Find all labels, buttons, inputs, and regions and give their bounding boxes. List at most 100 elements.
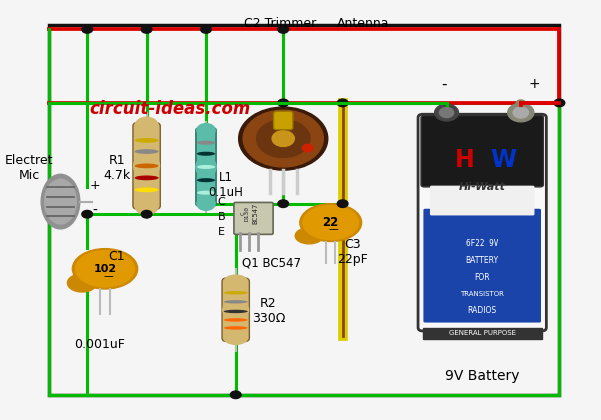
Text: Antenna: Antenna	[337, 17, 389, 29]
Circle shape	[278, 200, 288, 207]
Text: Hi-Watt: Hi-Watt	[459, 182, 505, 192]
Bar	[423, 328, 542, 339]
Text: C1: C1	[109, 250, 125, 262]
Ellipse shape	[197, 178, 215, 182]
FancyBboxPatch shape	[430, 186, 534, 215]
Circle shape	[141, 210, 152, 218]
Ellipse shape	[224, 332, 247, 344]
Text: 9V Battery: 9V Battery	[445, 369, 519, 383]
Ellipse shape	[224, 291, 248, 294]
Circle shape	[278, 99, 288, 107]
Ellipse shape	[135, 197, 158, 215]
Text: L1
0.1uH: L1 0.1uH	[208, 171, 243, 199]
Ellipse shape	[224, 326, 248, 330]
Circle shape	[272, 131, 294, 147]
Circle shape	[516, 100, 525, 107]
FancyBboxPatch shape	[136, 133, 157, 199]
Ellipse shape	[224, 300, 248, 304]
Text: FOR: FOR	[474, 273, 490, 282]
Ellipse shape	[76, 251, 135, 287]
Text: +: +	[90, 179, 100, 192]
Circle shape	[141, 26, 152, 33]
Text: —: —	[103, 271, 113, 281]
Circle shape	[243, 110, 323, 167]
Text: Q1 BC547: Q1 BC547	[242, 256, 301, 269]
Ellipse shape	[197, 152, 215, 156]
Text: +: +	[529, 77, 540, 91]
Circle shape	[230, 391, 241, 399]
Ellipse shape	[135, 117, 158, 135]
FancyBboxPatch shape	[199, 136, 213, 198]
Circle shape	[513, 107, 528, 118]
Text: C: C	[217, 197, 225, 207]
Circle shape	[554, 99, 565, 107]
Circle shape	[82, 210, 93, 218]
Ellipse shape	[196, 157, 216, 177]
Ellipse shape	[197, 141, 215, 145]
FancyBboxPatch shape	[273, 111, 293, 130]
Circle shape	[337, 99, 348, 107]
Text: R1
4.7k: R1 4.7k	[103, 154, 130, 182]
Text: —: —	[329, 224, 338, 234]
Circle shape	[201, 26, 212, 33]
Text: 22: 22	[323, 216, 339, 229]
Ellipse shape	[135, 187, 159, 192]
Text: BC547: BC547	[252, 203, 258, 224]
Text: RADIOS: RADIOS	[468, 306, 497, 315]
Ellipse shape	[133, 154, 159, 178]
Ellipse shape	[197, 165, 215, 169]
Text: TRANSISTOR: TRANSISTOR	[460, 291, 504, 297]
Text: BATTERY: BATTERY	[466, 256, 499, 265]
Ellipse shape	[224, 275, 247, 288]
Ellipse shape	[135, 176, 159, 180]
FancyBboxPatch shape	[222, 278, 249, 341]
Text: 0.001uF: 0.001uF	[74, 338, 124, 351]
Ellipse shape	[197, 197, 215, 210]
Ellipse shape	[197, 123, 215, 137]
Circle shape	[278, 26, 288, 33]
Circle shape	[257, 120, 310, 158]
Ellipse shape	[224, 310, 248, 313]
Text: -: -	[441, 76, 447, 92]
Circle shape	[302, 144, 313, 152]
Text: 6F22 9V: 6F22 9V	[466, 239, 498, 248]
Text: circuit-ideas.com: circuit-ideas.com	[90, 100, 251, 118]
Text: -: -	[93, 204, 97, 218]
Text: C2 Trimmer: C2 Trimmer	[244, 17, 316, 29]
FancyBboxPatch shape	[421, 116, 543, 187]
Text: 102: 102	[94, 264, 117, 274]
Ellipse shape	[300, 204, 362, 241]
Ellipse shape	[135, 149, 159, 154]
Ellipse shape	[72, 249, 138, 289]
Text: B: B	[218, 212, 225, 222]
Bar	[49, 25, 560, 395]
Circle shape	[337, 200, 348, 207]
Text: C: C	[241, 212, 246, 215]
Ellipse shape	[67, 274, 97, 292]
Ellipse shape	[224, 318, 248, 322]
Text: E: E	[218, 227, 225, 237]
Ellipse shape	[303, 206, 359, 239]
FancyBboxPatch shape	[234, 202, 273, 234]
Ellipse shape	[135, 138, 159, 143]
Circle shape	[435, 104, 459, 121]
Circle shape	[508, 103, 534, 122]
Text: R2
330Ω: R2 330Ω	[252, 297, 285, 325]
Circle shape	[239, 107, 328, 170]
FancyBboxPatch shape	[423, 209, 541, 323]
Text: H: H	[454, 147, 474, 172]
Ellipse shape	[295, 228, 323, 244]
Text: GENERAL PURPOSE: GENERAL PURPOSE	[449, 331, 516, 336]
Text: W: W	[490, 147, 517, 172]
Ellipse shape	[223, 301, 249, 318]
Circle shape	[82, 26, 93, 33]
Ellipse shape	[41, 174, 80, 229]
Text: D130: D130	[245, 206, 249, 221]
FancyBboxPatch shape	[418, 114, 546, 331]
Ellipse shape	[135, 163, 159, 168]
Text: Electret
Mic: Electret Mic	[5, 154, 53, 182]
FancyBboxPatch shape	[196, 128, 216, 206]
Circle shape	[439, 108, 454, 118]
Ellipse shape	[197, 191, 215, 195]
Ellipse shape	[44, 179, 76, 224]
